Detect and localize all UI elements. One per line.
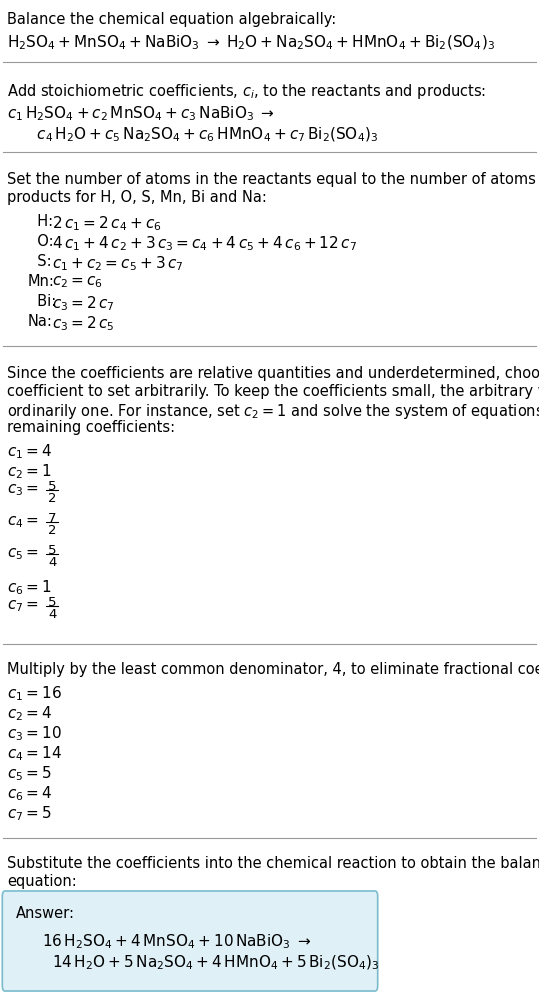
Text: 4: 4 [48, 608, 57, 621]
Text: 2: 2 [48, 492, 57, 505]
Text: Substitute the coefficients into the chemical reaction to obtain the balanced: Substitute the coefficients into the che… [7, 856, 539, 871]
Text: $c_1 = 16$: $c_1 = 16$ [7, 684, 62, 703]
Text: $16\,\mathsf{H_2SO_4} + 4\,\mathsf{MnSO_4} + 10\,\mathsf{NaBiO_3} \;\rightarrow$: $16\,\mathsf{H_2SO_4} + 4\,\mathsf{MnSO_… [42, 932, 311, 951]
Text: $c_7 = 5$: $c_7 = 5$ [7, 804, 52, 823]
Text: $c_3 = 10$: $c_3 = 10$ [7, 724, 61, 743]
Text: products for H, O, S, Mn, Bi and Na:: products for H, O, S, Mn, Bi and Na: [7, 190, 267, 205]
Text: $c_2 = 1$: $c_2 = 1$ [7, 462, 52, 481]
Text: $c_1 = 4$: $c_1 = 4$ [7, 442, 52, 461]
Text: $c_5 = 5$: $c_5 = 5$ [7, 764, 52, 782]
Text: $c_6 = 4$: $c_6 = 4$ [7, 784, 52, 802]
Text: remaining coefficients:: remaining coefficients: [7, 420, 175, 435]
FancyBboxPatch shape [2, 891, 378, 991]
Text: $c_4 = $: $c_4 = $ [7, 514, 39, 529]
Text: $c_1\,\mathsf{H_2SO_4} + c_2\,\mathsf{MnSO_4} + c_3\,\mathsf{NaBiO_3} \;\rightar: $c_1\,\mathsf{H_2SO_4} + c_2\,\mathsf{Mn… [7, 104, 274, 123]
Text: $2\,c_1 = 2\,c_4 + c_6$: $2\,c_1 = 2\,c_4 + c_6$ [52, 214, 162, 233]
Text: $c_4 = 14$: $c_4 = 14$ [7, 744, 62, 763]
Text: Bi:: Bi: [28, 294, 56, 309]
Text: S:: S: [28, 254, 52, 269]
Text: Na:: Na: [28, 314, 53, 329]
Text: 5: 5 [48, 544, 57, 557]
Text: $c_3 = 2\,c_7$: $c_3 = 2\,c_7$ [52, 294, 115, 312]
Text: $c_6 = 1$: $c_6 = 1$ [7, 578, 52, 597]
Text: $c_2 = c_6$: $c_2 = c_6$ [52, 274, 103, 289]
Text: coefficient to set arbitrarily. To keep the coefficients small, the arbitrary va: coefficient to set arbitrarily. To keep … [7, 384, 539, 399]
Text: equation:: equation: [7, 874, 77, 889]
Text: $14\,\mathsf{H_2O} + 5\,\mathsf{Na_2SO_4} + 4\,\mathsf{HMnO_4} + 5\,\mathsf{Bi_2: $14\,\mathsf{H_2O} + 5\,\mathsf{Na_2SO_4… [52, 954, 379, 973]
Text: ordinarily one. For instance, set $c_2 = 1$ and solve the system of equations fo: ordinarily one. For instance, set $c_2 =… [7, 402, 539, 421]
Text: $\quad c_4\,\mathsf{H_2O} + c_5\,\mathsf{Na_2SO_4} + c_6\,\mathsf{HMnO_4} + c_7\: $\quad c_4\,\mathsf{H_2O} + c_5\,\mathsf… [22, 126, 378, 144]
Text: $c_7 = $: $c_7 = $ [7, 598, 39, 614]
Text: $c_1 + c_2 = c_5 + 3\,c_7$: $c_1 + c_2 = c_5 + 3\,c_7$ [52, 254, 183, 273]
Text: O:: O: [28, 234, 53, 249]
Text: $4\,c_1 + 4\,c_2 + 3\,c_3 = c_4 + 4\,c_5 + 4\,c_6 + 12\,c_7$: $4\,c_1 + 4\,c_2 + 3\,c_3 = c_4 + 4\,c_5… [52, 234, 357, 253]
Text: Balance the chemical equation algebraically:: Balance the chemical equation algebraica… [7, 12, 336, 27]
Text: 5: 5 [48, 480, 57, 493]
Text: $\mathsf{H_2SO_4 + MnSO_4 + NaBiO_3 \;\rightarrow\; H_2O + Na_2SO_4 + HMnO_4 + B: $\mathsf{H_2SO_4 + MnSO_4 + NaBiO_3 \;\r… [7, 34, 495, 52]
Text: $c_3 = 2\,c_5$: $c_3 = 2\,c_5$ [52, 314, 115, 333]
Text: H:: H: [28, 214, 53, 229]
Text: 4: 4 [48, 556, 57, 569]
Text: $c_3 = $: $c_3 = $ [7, 482, 39, 498]
Text: Add stoichiometric coefficients, $c_i$, to the reactants and products:: Add stoichiometric coefficients, $c_i$, … [7, 82, 486, 101]
Text: 7: 7 [48, 512, 57, 525]
Text: Mn:: Mn: [28, 274, 55, 289]
Text: Set the number of atoms in the reactants equal to the number of atoms in the: Set the number of atoms in the reactants… [7, 172, 539, 187]
Text: Multiply by the least common denominator, 4, to eliminate fractional coefficient: Multiply by the least common denominator… [7, 662, 539, 677]
Text: Answer:: Answer: [16, 906, 75, 921]
Text: 5: 5 [48, 596, 57, 609]
Text: 2: 2 [48, 524, 57, 537]
Text: $c_5 = $: $c_5 = $ [7, 546, 39, 561]
Text: $c_2 = 4$: $c_2 = 4$ [7, 704, 52, 723]
Text: Since the coefficients are relative quantities and underdetermined, choose a: Since the coefficients are relative quan… [7, 366, 539, 381]
